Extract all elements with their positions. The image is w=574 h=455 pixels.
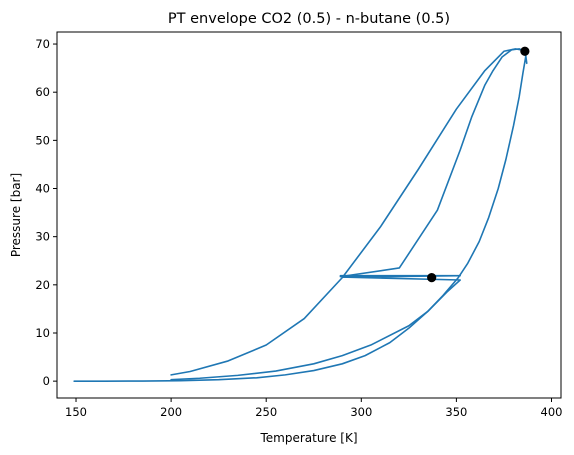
series-line-2 [170,48,522,376]
y-tick-label: 30 [35,230,50,244]
x-tick-label: 200 [160,405,182,419]
y-tick-label: 20 [35,278,50,292]
y-tick-label: 60 [35,85,50,99]
x-axis-label: Temperature [K] [259,431,357,445]
y-tick-label: 40 [35,182,50,196]
point-marker-1 [520,46,530,56]
x-axis-ticks: 150 200 250 300 350 400 [65,398,562,419]
y-tick-label: 0 [43,374,50,388]
x-tick-label: 150 [65,405,87,419]
series-line-4 [170,276,461,381]
y-tick-label: 70 [35,37,50,51]
series-line-1 [73,48,528,382]
x-tick-label: 350 [445,405,467,419]
x-tick-label: 400 [541,405,563,419]
curves [73,48,528,382]
y-tick-label: 50 [35,133,50,147]
markers [427,46,530,283]
axes-frame [56,31,562,399]
x-tick-label: 300 [350,405,372,419]
chart-title: PT envelope CO2 (0.5) - n-butane (0.5) [168,11,450,27]
y-axis-label: Pressure [bar] [9,173,23,257]
y-tick-label: 10 [35,326,50,340]
x-tick-label: 250 [255,405,277,419]
y-axis-ticks: 0 10 20 30 40 50 60 70 [35,37,57,388]
point-marker-2 [427,273,437,283]
series-line-3 [339,274,461,278]
